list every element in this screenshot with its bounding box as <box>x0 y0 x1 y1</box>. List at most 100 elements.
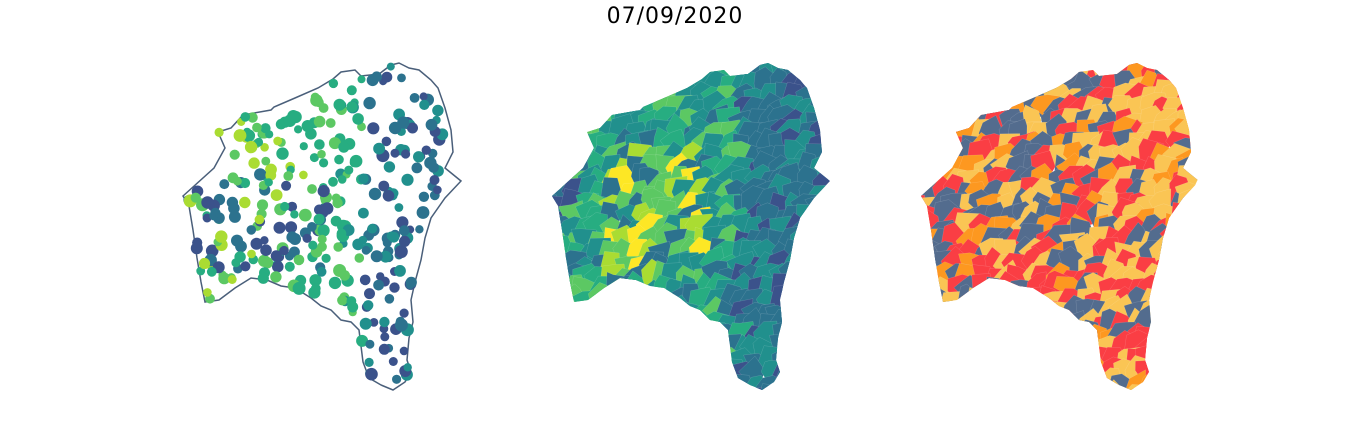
municipality-region <box>1165 212 1184 243</box>
municipality-point <box>433 185 442 195</box>
municipality-region <box>687 382 713 390</box>
municipality-region <box>552 129 575 161</box>
municipality-region <box>620 288 651 315</box>
municipality-region <box>552 308 557 339</box>
municipality-region <box>1030 299 1059 324</box>
municipality-point <box>270 250 282 262</box>
municipality-region <box>1065 310 1087 335</box>
municipality-point <box>325 118 336 128</box>
municipality-region <box>995 285 1022 313</box>
municipality-region <box>934 331 961 365</box>
municipality-region <box>552 102 565 135</box>
municipality-region <box>931 301 957 328</box>
municipality-region <box>921 291 933 314</box>
municipality-region <box>1023 63 1045 74</box>
municipality-region <box>552 289 576 317</box>
municipality-region <box>921 63 929 88</box>
municipality-region <box>805 226 830 257</box>
municipality-region <box>978 283 1009 312</box>
municipality-region <box>995 389 1025 390</box>
municipality-region <box>1155 345 1179 379</box>
municipality-region <box>638 307 668 335</box>
municipality-region <box>559 115 583 149</box>
municipality-region <box>921 344 939 372</box>
municipality-region <box>782 393 809 418</box>
municipality-region <box>665 335 691 368</box>
municipality-region <box>743 386 774 390</box>
municipality-region <box>1011 308 1035 336</box>
municipality-region <box>1048 319 1073 346</box>
municipality-region <box>627 301 651 325</box>
municipality-region <box>1029 393 1057 424</box>
municipality-point <box>219 179 230 190</box>
municipality-region <box>610 63 640 70</box>
municipality-point <box>425 118 438 131</box>
municipality-region <box>932 315 962 340</box>
municipality-region <box>982 63 1015 89</box>
municipality-region <box>808 349 830 373</box>
municipality-region <box>921 69 944 95</box>
municipality-region <box>1084 63 1112 71</box>
municipality-region <box>614 309 638 336</box>
municipality-region <box>941 381 972 390</box>
municipality-region <box>921 163 935 190</box>
municipality-region <box>570 381 600 390</box>
municipality-region <box>1003 66 1028 93</box>
municipality-region <box>552 130 558 158</box>
municipality-region <box>615 392 639 420</box>
municipality-region <box>1161 259 1194 286</box>
municipality-point <box>382 238 392 248</box>
municipality-region <box>626 63 649 87</box>
municipality-region <box>1023 63 1047 87</box>
municipality-point <box>198 257 211 270</box>
municipality-region <box>714 380 743 390</box>
municipality-region <box>1154 299 1182 327</box>
municipality-region <box>1044 337 1073 365</box>
municipality-region <box>795 310 827 338</box>
municipality-point <box>386 62 395 71</box>
municipality-region <box>552 214 557 245</box>
municipality-region <box>972 63 1000 83</box>
municipality-point <box>247 112 258 123</box>
municipality-region <box>726 399 752 423</box>
municipality-region <box>1180 63 1199 79</box>
municipality-point <box>357 75 366 84</box>
municipality-point <box>382 190 395 202</box>
municipality-region <box>552 204 563 230</box>
municipality-point <box>240 112 251 122</box>
municipality-point <box>239 196 251 209</box>
municipality-region <box>603 373 632 390</box>
municipality-region <box>997 332 1025 365</box>
municipality-region <box>921 148 944 172</box>
municipality-region <box>570 290 605 317</box>
municipality-region <box>1087 380 1111 390</box>
municipality-region <box>1151 385 1178 390</box>
municipality-point <box>214 127 224 137</box>
municipality-point <box>260 244 272 256</box>
municipality-point <box>381 136 392 147</box>
municipality-region <box>570 367 601 390</box>
municipality-region <box>589 343 609 374</box>
municipality-region <box>640 326 668 353</box>
municipality-point <box>280 201 290 212</box>
municipality-point <box>293 254 305 266</box>
municipality-region <box>562 308 592 337</box>
municipality-point <box>403 363 412 372</box>
municipality-region <box>563 339 588 364</box>
municipality-region <box>660 381 687 390</box>
municipality-region <box>554 63 588 87</box>
municipality-point <box>261 156 271 166</box>
municipality-region <box>1050 312 1074 337</box>
municipality-region <box>562 301 585 332</box>
municipality-region <box>1007 352 1038 376</box>
municipality-point <box>364 288 375 300</box>
municipality-region <box>921 360 935 389</box>
municipality-region <box>552 301 569 329</box>
municipality-point <box>299 170 308 180</box>
municipality-region <box>1150 308 1175 337</box>
municipality-region <box>1164 297 1191 323</box>
municipality-region <box>1159 273 1189 299</box>
municipality-region <box>558 69 589 93</box>
municipality-point <box>369 318 379 327</box>
municipality-region <box>1061 63 1089 72</box>
